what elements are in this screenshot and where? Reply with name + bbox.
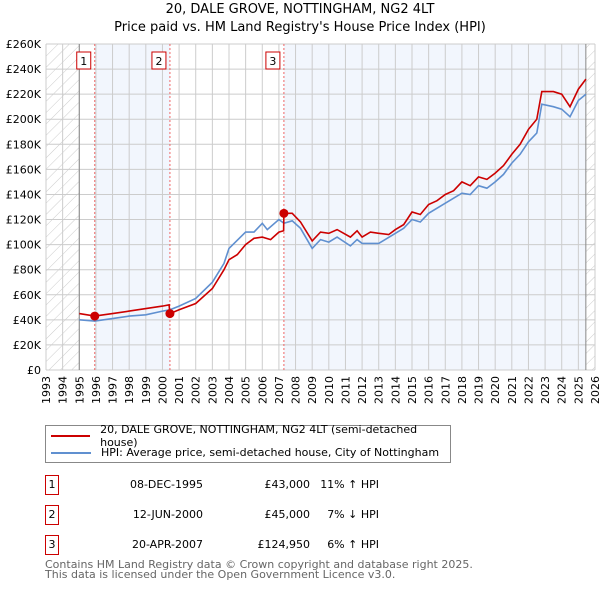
x-tick-label: 2005: [240, 376, 253, 404]
x-tick-label: 2013: [373, 376, 386, 404]
title: 20, DALE GROVE, NOTTINGHAM, NG2 4LT: [165, 2, 435, 17]
x-tick-label: 2015: [406, 376, 419, 404]
sale-point: [90, 311, 100, 321]
hpi-line: [79, 93, 587, 322]
x-tick-label: 2017: [439, 376, 452, 404]
property-price-line: [79, 78, 587, 317]
subtitle: Price paid vs. HM Land Registry's House …: [114, 20, 486, 35]
x-tick-label: 2001: [173, 376, 186, 404]
legend-swatch: [51, 434, 91, 437]
legend-label: HPI: Average price, semi-detached house,…: [101, 446, 440, 459]
y-tick-label: £240K: [6, 63, 42, 76]
x-tick-label: 2020: [489, 376, 502, 404]
sale-point: [165, 309, 175, 319]
y-tick-label: £20K: [13, 339, 42, 352]
chart: 1993 1994 1995 1996 1997 1998 1999 2000 2001 2002…: [6, 38, 600, 404]
x-tick-label: 2004: [223, 376, 236, 404]
sale-number: 3: [45, 535, 59, 555]
x-tick-label: 2012: [356, 376, 369, 404]
x-tick-label: 2003: [206, 376, 219, 404]
x-tick-label: 2016: [423, 376, 436, 404]
hatched-region: [585, 44, 595, 370]
x-tick-label: 1999: [140, 376, 153, 404]
y-tick-label: £60K: [13, 289, 42, 302]
y-tick-label: £260K: [6, 38, 42, 51]
sale-point: [279, 208, 289, 218]
sale-label: 3: [269, 55, 276, 68]
legend-label: 20, DALE GROVE, NOTTINGHAM, NG2 4LT (sem…: [100, 422, 418, 449]
sale-row: 1 08-DEC-1995 £43,000 11% ↑ HPI: [45, 475, 379, 495]
x-tick-label: 2021: [506, 376, 519, 404]
sale-hpi: 7% ↓ HPI: [327, 508, 379, 521]
sale-price: £45,000: [264, 508, 311, 521]
y-tick-label: £200K: [6, 113, 42, 126]
x-tick-label: 1996: [90, 376, 103, 404]
sale-date: 08-DEC-1995: [129, 478, 203, 491]
x-tick-label: 2008: [290, 376, 303, 404]
sale-label: 2: [155, 55, 162, 68]
y-tick-label: £120K: [6, 214, 42, 227]
x-tick-label: 2000: [156, 376, 169, 404]
sale-date: 12-JUN-2000: [132, 508, 203, 521]
sale-number: 2: [45, 505, 59, 525]
x-tick-label: 2018: [456, 376, 469, 404]
x-tick-label: 2025: [572, 376, 585, 404]
x-tick-label: 2010: [323, 376, 336, 404]
x-tick-label: 2006: [256, 376, 269, 404]
sale-row: 3 20-APR-2007 £124,950 6% ↑ HPI: [45, 535, 379, 555]
x-tick-label: 2026: [589, 376, 600, 404]
y-tick-label: £100K: [6, 239, 42, 252]
x-tick-label: 1997: [107, 376, 120, 404]
x-tick-label: 1993: [40, 376, 53, 404]
sale-label-box: [76, 51, 92, 70]
x-tick-label: 1995: [73, 376, 86, 404]
legend: 20, DALE GROVE, NOTTINGHAM, NG2 4LT (sem…: [45, 423, 451, 463]
sale-label-box: [265, 51, 281, 70]
x-tick-label: 2011: [339, 376, 352, 404]
x-tick-label: 2014: [389, 376, 402, 404]
sale-row: 2 12-JUN-2000 £45,000 7% ↓ HPI: [45, 505, 379, 525]
sale-date: 20-APR-2007: [131, 538, 203, 551]
x-tick-label: 1998: [123, 376, 136, 404]
x-tick-label: 2023: [539, 376, 552, 404]
legend-item-hpi: HPI: Average price, semi-detached house,…: [51, 444, 439, 461]
y-tick-label: £40K: [13, 314, 42, 327]
y-tick-label: £220K: [6, 88, 42, 101]
footer-line: Contains HM Land Registry data © Crown c…: [45, 558, 473, 571]
y-tick-label: £140K: [6, 188, 42, 201]
sale-label-box: [151, 51, 167, 70]
sale-price: £124,950: [257, 538, 311, 551]
sale-hpi: 6% ↑ HPI: [327, 538, 379, 551]
shaded-period: [283, 44, 586, 370]
footer-line: This data is licensed under the Open Gov…: [45, 568, 396, 581]
sale-number: 1: [45, 475, 59, 495]
sale-label: 1: [80, 55, 87, 68]
sale-price: £43,000: [264, 478, 311, 491]
sale-hpi: 11% ↑ HPI: [320, 478, 379, 491]
shaded-period: [94, 44, 170, 370]
x-tick-label: 2022: [522, 376, 535, 404]
x-tick-label: 2019: [473, 376, 486, 404]
y-tick-label: £160K: [6, 163, 42, 176]
x-tick-label: 2007: [273, 376, 286, 404]
y-tick-label: £0: [27, 364, 41, 377]
x-tick-label: 2002: [190, 376, 203, 404]
x-tick-label: 1994: [57, 376, 70, 404]
y-tick-label: £80K: [13, 264, 42, 277]
chart-title: 20, DALE GROVE, NOTTINGHAM, NG2 4LT Pric…: [0, 1, 600, 37]
y-tick-label: £180K: [6, 138, 42, 151]
footer: Contains HM Land Registry data © Crown c…: [45, 558, 473, 581]
x-tick-label: 2024: [556, 376, 569, 404]
legend-swatch: [51, 451, 91, 454]
legend-item-property: 20, DALE GROVE, NOTTINGHAM, NG2 4LT (sem…: [51, 423, 450, 449]
x-tick-label: 2009: [306, 376, 319, 404]
